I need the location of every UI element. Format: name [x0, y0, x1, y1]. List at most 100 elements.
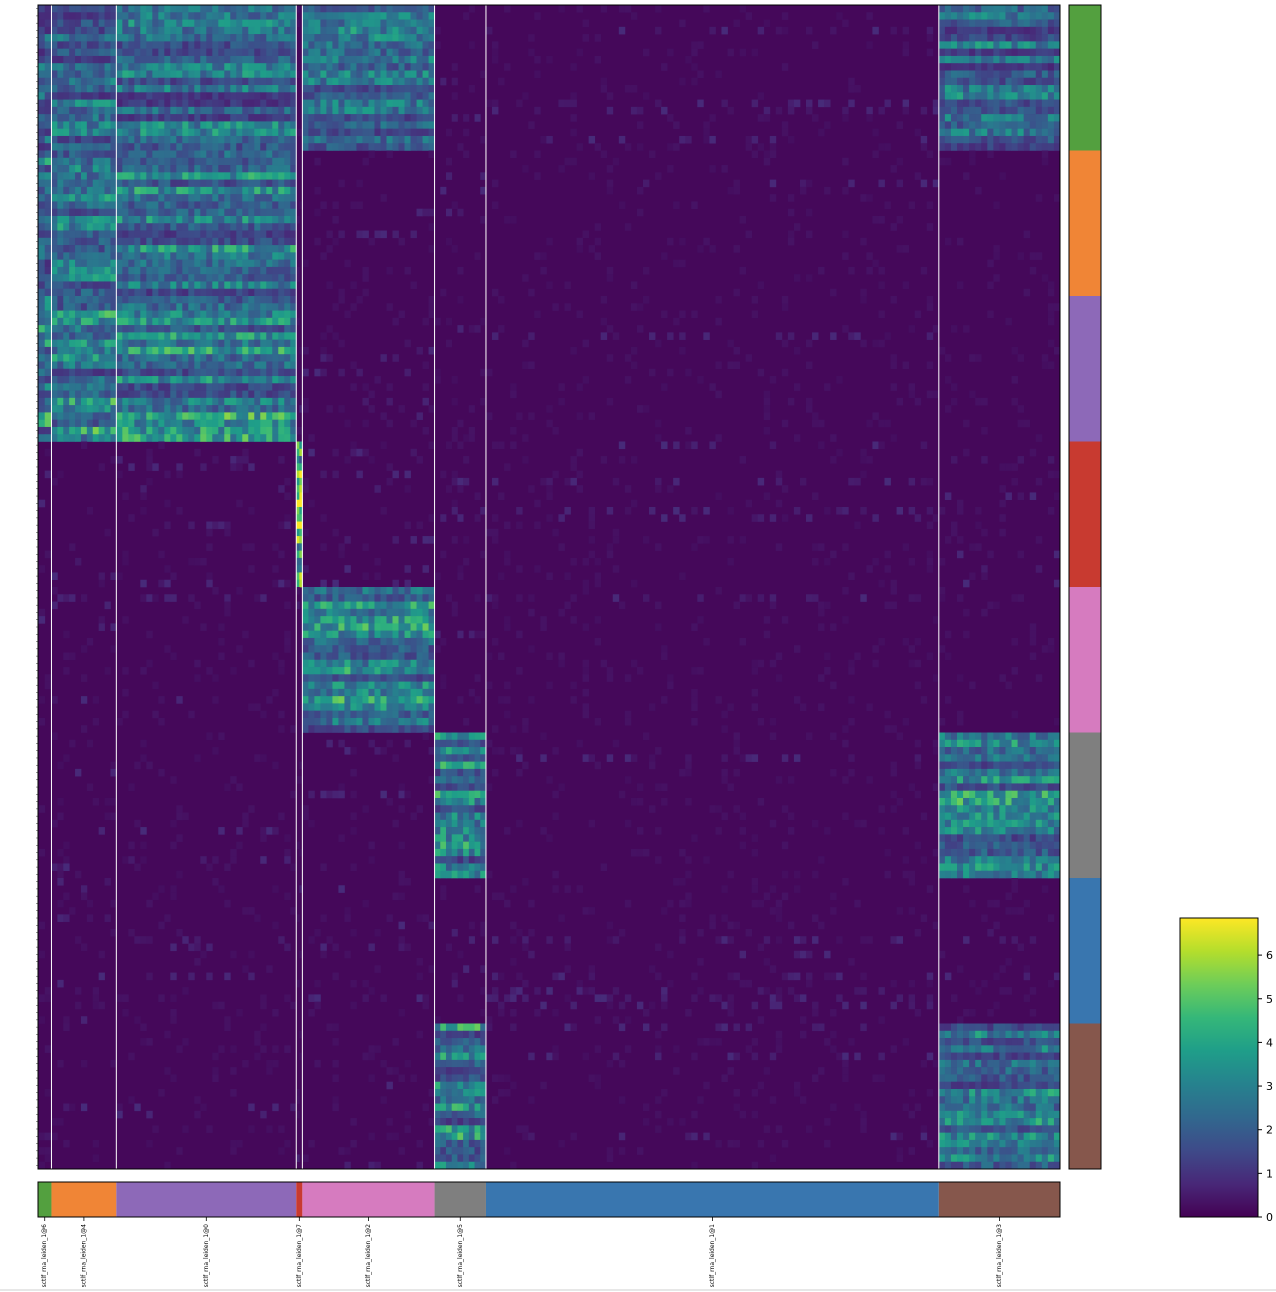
heatmap-cell	[260, 310, 267, 319]
heatmap-cell	[763, 114, 771, 122]
heatmap-cell	[987, 5, 994, 13]
heatmap-cell	[140, 12, 147, 20]
heatmap-cell	[116, 259, 123, 268]
heatmap-cell	[92, 128, 100, 137]
heatmap-cell	[236, 150, 243, 159]
heatmap-cell	[194, 230, 201, 239]
heatmap-cell	[896, 397, 903, 406]
heatmap-cell	[410, 121, 417, 129]
heatmap-cell	[356, 667, 363, 675]
heatmap-cell	[146, 325, 153, 333]
heatmap-cell	[158, 361, 165, 370]
heatmap-cell	[230, 186, 237, 195]
heatmap-cell	[492, 514, 499, 522]
heatmap-cell	[212, 157, 219, 166]
heatmap-cell	[332, 637, 339, 646]
heatmap-cell	[1041, 26, 1049, 35]
heatmap-cell	[404, 77, 411, 86]
heatmap-cell	[302, 19, 309, 28]
heatmap-cell	[374, 667, 381, 675]
heatmap-cell	[975, 186, 982, 195]
heatmap-cell	[63, 70, 70, 79]
heatmap-cell	[116, 230, 123, 239]
heatmap-cell	[398, 26, 405, 35]
heatmap-cell	[194, 135, 201, 144]
heatmap-cell	[38, 405, 46, 413]
heatmap-cell	[158, 296, 165, 304]
heatmap-cell	[457, 485, 464, 493]
heatmap-cell	[260, 266, 267, 275]
heatmap-cell	[278, 397, 285, 406]
heatmap-cell	[176, 215, 183, 224]
heatmap-cell	[1041, 41, 1049, 49]
heatmap-cell	[284, 245, 291, 253]
heatmap-cell	[260, 376, 267, 384]
heatmap-cell	[38, 383, 46, 391]
heatmap-cell	[504, 5, 511, 13]
heatmap-cell	[332, 587, 339, 595]
heatmap-cell	[969, 70, 976, 79]
heatmap-cell	[206, 259, 213, 268]
heatmap-cell	[170, 303, 177, 311]
heatmap-cell	[368, 128, 375, 137]
heatmap-cell	[416, 208, 423, 217]
heatmap-cell	[128, 99, 135, 108]
heatmap-cell	[440, 637, 447, 646]
heatmap-cell	[63, 63, 70, 71]
heatmap-cell	[260, 208, 267, 217]
heatmap-cell	[434, 26, 441, 35]
heatmap-cell	[290, 48, 297, 57]
heatmap-cell	[926, 296, 934, 304]
heatmap-cell	[110, 201, 117, 210]
heatmap-cell	[51, 390, 58, 399]
heatmap-cell	[1029, 492, 1037, 501]
heatmap-cell	[299, 456, 303, 464]
heatmap-cell	[727, 186, 734, 195]
heatmap-cell	[80, 310, 88, 319]
heatmap-cell	[110, 114, 117, 122]
heatmap-cell	[182, 245, 189, 253]
heatmap-cell	[1053, 92, 1061, 100]
heatmap-cell	[350, 77, 357, 86]
heatmap-cell	[206, 172, 213, 180]
heatmap-cell	[368, 99, 375, 108]
heatmap-cell	[1029, 652, 1037, 661]
heatmap-cell	[386, 637, 393, 646]
heatmap-cell	[98, 201, 105, 210]
heatmap-cell	[158, 70, 165, 79]
heatmap-cell	[969, 55, 976, 64]
heatmap-cell	[57, 230, 64, 239]
heatmap-cell	[116, 426, 123, 435]
heatmap-cell	[884, 201, 891, 210]
heatmap-cell	[422, 659, 429, 668]
heatmap-cell	[260, 405, 267, 413]
heatmap-cell	[164, 376, 171, 384]
heatmap-cell	[92, 310, 100, 319]
heatmap-cell	[600, 332, 608, 340]
heatmap-cell	[104, 34, 111, 42]
heatmap-cell	[212, 135, 219, 144]
heatmap-cell	[51, 426, 58, 435]
heatmap-cell	[63, 310, 70, 319]
heatmap-cell	[224, 361, 231, 370]
heatmap-cell	[158, 434, 165, 442]
heatmap-cell	[110, 383, 117, 391]
heatmap-cell	[938, 587, 946, 595]
heatmap-cell	[338, 48, 345, 57]
heatmap-cell	[51, 77, 58, 86]
heatmap-cell	[410, 652, 417, 661]
heatmap-cell	[386, 616, 393, 624]
heatmap-cell	[296, 601, 300, 610]
heatmap-cell	[164, 186, 171, 195]
heatmap-cell	[164, 230, 171, 239]
heatmap-cell	[576, 237, 583, 246]
heatmap-cell	[866, 419, 873, 428]
heatmap-cell	[170, 34, 177, 42]
heatmap-cell	[818, 601, 825, 610]
heatmap-cell	[290, 150, 297, 159]
heatmap-cell	[188, 19, 195, 28]
heatmap-cell	[266, 252, 273, 260]
heatmap-cell	[422, 128, 429, 137]
heatmap-cell	[200, 223, 207, 231]
heatmap-cell	[842, 19, 849, 28]
